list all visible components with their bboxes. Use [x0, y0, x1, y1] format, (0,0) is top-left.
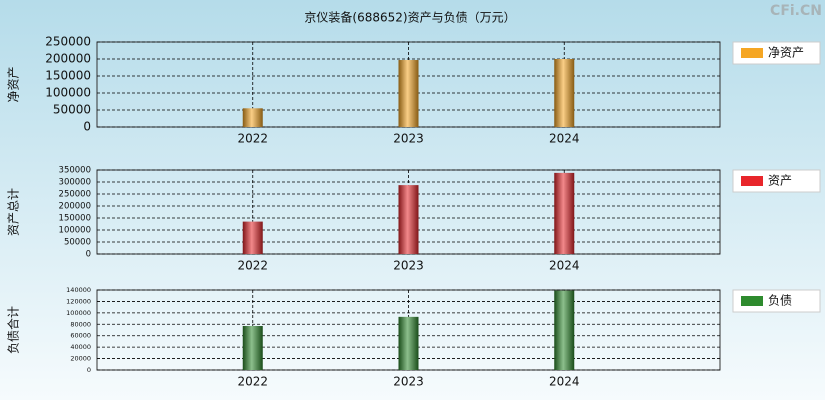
y-axis-label: 负债合计: [6, 306, 21, 354]
y-tick-label: 150000: [59, 214, 91, 224]
bar: [554, 59, 575, 127]
y-tick-label: 80000: [70, 320, 91, 328]
y-tick-label: 20000: [70, 355, 91, 363]
y-tick-label: 0: [87, 366, 91, 374]
y-tick-label: 0: [86, 250, 91, 260]
y-tick-label: 250000: [59, 190, 91, 200]
legend-swatch: [741, 48, 763, 58]
x-tick-label: 2023: [393, 132, 424, 146]
bar: [398, 60, 419, 127]
y-tick-label: 100000: [66, 309, 91, 317]
y-tick-label: 300000: [59, 178, 91, 188]
y-tick-label: 100000: [45, 86, 91, 100]
x-tick-label: 2023: [393, 259, 424, 273]
legend-box: [732, 169, 821, 193]
y-axis-label: 资产总计: [7, 188, 21, 236]
y-tick-label: 50000: [53, 103, 91, 117]
legend-swatch: [741, 176, 763, 186]
x-tick-label: 2022: [237, 132, 268, 146]
y-tick-label: 140000: [66, 286, 91, 294]
x-tick-label: 2024: [549, 132, 580, 146]
legend-label: 资产: [768, 174, 792, 188]
y-tick-label: 150000: [45, 69, 91, 83]
chart-title: 京仪装备(688652)资产与负债（万元）: [304, 11, 515, 25]
y-tick-label: 200000: [45, 52, 91, 66]
watermark: CFi.CN: [770, 3, 822, 19]
y-tick-label: 200000: [59, 202, 91, 212]
y-tick-label: 350000: [59, 166, 91, 176]
bar: [398, 185, 419, 254]
bar: [242, 326, 263, 370]
bar: [398, 316, 419, 370]
bar: [554, 290, 575, 370]
legend-label: 净资产: [768, 46, 804, 60]
y-tick-label: 120000: [66, 297, 91, 305]
y-tick-label: 100000: [59, 226, 91, 236]
legend-box: [732, 289, 821, 313]
y-tick-label: 250000: [45, 35, 91, 49]
y-axis-label: 净资产: [7, 66, 21, 102]
legend-box: [732, 41, 821, 65]
y-tick-label: 40000: [70, 343, 91, 351]
legend-label: 负债: [768, 294, 792, 308]
bar: [242, 221, 263, 254]
y-tick-label: 60000: [70, 332, 91, 340]
x-tick-label: 2024: [549, 259, 580, 273]
x-tick-label: 2022: [237, 259, 268, 273]
x-tick-label: 2024: [549, 375, 580, 389]
bar: [242, 108, 263, 127]
bar: [554, 172, 575, 254]
y-tick-label: 0: [83, 120, 91, 134]
x-tick-label: 2022: [237, 375, 268, 389]
legend-swatch: [741, 296, 763, 306]
x-tick-label: 2023: [393, 375, 424, 389]
y-tick-label: 50000: [64, 238, 91, 248]
